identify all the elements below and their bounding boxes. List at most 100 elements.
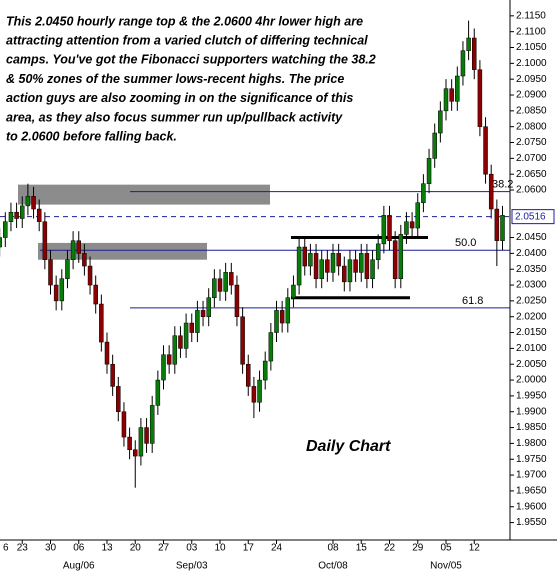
candle-body: [59, 278, 65, 302]
y-tick-label: 2.0200: [516, 311, 547, 322]
x-month-label: Nov/05: [430, 561, 462, 572]
y-tick-label: 1.9900: [516, 406, 547, 417]
note-line: This 2.0450 hourly range top & the 2.060…: [6, 14, 363, 28]
y-tick-label: 2.0750: [516, 137, 547, 148]
candle-body: [246, 363, 251, 387]
x-tick-label: 17: [243, 543, 255, 554]
y-tick-label: 1.9850: [516, 422, 547, 433]
candle-body: [466, 37, 471, 51]
note-line: & 50% zones of the summer lows-recent hi…: [6, 72, 344, 86]
candle-body: [308, 253, 313, 267]
y-tick-label: 2.0050: [516, 359, 547, 370]
y-tick-label: 2.0700: [516, 153, 547, 164]
y-tick-label: 1.9550: [516, 517, 547, 528]
candle-body: [392, 240, 398, 279]
candle-body: [342, 265, 347, 283]
candle-body: [155, 379, 161, 406]
y-tick-label: 2.0650: [516, 169, 547, 180]
candle-body: [285, 297, 291, 324]
y-tick-label: 2.0400: [516, 248, 547, 259]
y-tick-label: 2.0600: [516, 185, 547, 196]
candle-body: [387, 215, 392, 241]
y-tick-label: 2.1150: [516, 10, 546, 21]
candle-body: [257, 379, 262, 403]
y-tick-label: 1.9650: [516, 486, 547, 497]
candle-body: [364, 253, 370, 279]
candle-body: [178, 335, 183, 349]
y-tick-label: 2.1000: [516, 58, 547, 69]
y-tick-label: 2.0300: [516, 280, 547, 291]
x-month-label: Sep/03: [176, 561, 208, 572]
x-tick-label: 03: [186, 543, 198, 554]
candle-body: [149, 405, 155, 444]
last-price-label: 2.0516: [515, 211, 546, 222]
x-month-label: Aug/06: [63, 561, 95, 572]
x-tick-label: 08: [327, 543, 339, 554]
candle-body: [291, 284, 296, 298]
fib-label: 61.8: [462, 295, 483, 307]
y-tick-label: 2.0250: [516, 296, 547, 307]
candle-body: [313, 253, 319, 279]
candle-body: [133, 449, 138, 457]
candle-body: [449, 88, 454, 102]
candle-body: [251, 386, 257, 403]
x-tick-label: 23: [17, 543, 29, 554]
candle-body: [262, 360, 268, 381]
note-line: action guys are also zooming in on the s…: [6, 91, 353, 105]
y-tick-label: 2.1050: [516, 42, 547, 53]
candle-body: [87, 265, 93, 286]
candle-body: [398, 234, 404, 279]
candle-body: [319, 259, 324, 279]
y-tick-label: 1.9800: [516, 438, 547, 449]
candle-body: [8, 211, 14, 222]
x-tick-label: 22: [384, 543, 396, 554]
candle-body: [195, 310, 200, 333]
candle-body: [353, 259, 358, 273]
x-tick-label: 12: [469, 543, 481, 554]
candle-body: [460, 50, 466, 77]
y-tick-label: 2.0950: [516, 74, 547, 85]
fib-label: 38.2: [492, 179, 513, 191]
candle-body: [229, 272, 234, 286]
x-tick-label: 05: [440, 543, 452, 554]
candle-body: [438, 110, 443, 134]
x-tick-label: 24: [271, 543, 283, 554]
x-tick-label: 13: [101, 543, 113, 554]
candle-body: [93, 284, 98, 305]
candle-body: [31, 196, 36, 210]
candle-body: [42, 221, 48, 260]
last-price-box: [511, 209, 555, 225]
zone: [18, 184, 270, 205]
candle-body: [212, 278, 217, 298]
candle-body: [409, 221, 415, 229]
candle-body: [138, 427, 144, 457]
candle-body: [183, 322, 189, 349]
y-tick-label: 2.1100: [516, 26, 546, 37]
candle-body: [494, 208, 500, 241]
candle-body: [0, 237, 2, 248]
x-tick-label: 10: [214, 543, 226, 554]
x-tick-label: 06: [73, 543, 85, 554]
y-tick-label: 2.0100: [516, 343, 547, 354]
candle-body: [443, 88, 449, 112]
candle-body: [375, 243, 381, 260]
candle-body: [279, 310, 285, 324]
y-tick-label: 2.0450: [516, 232, 547, 243]
candle-body: [3, 221, 8, 238]
candle-body: [82, 253, 87, 267]
candle-body: [421, 183, 426, 203]
y-tick-label: 1.9700: [516, 470, 547, 481]
candle-body: [370, 259, 375, 279]
candle-body: [347, 259, 353, 283]
y-tick-label: 1.9600: [516, 501, 547, 512]
x-month-label: Oct/08: [318, 561, 348, 572]
y-tick-label: 2.0850: [516, 105, 547, 116]
x-tick-label: 20: [130, 543, 142, 554]
y-tick-label: 2.0350: [516, 264, 547, 275]
candle-body: [189, 322, 194, 333]
y-tick-label: 2.0000: [516, 375, 547, 386]
candle-body: [381, 215, 387, 245]
candle-body: [161, 354, 166, 381]
candle-body: [488, 173, 494, 210]
